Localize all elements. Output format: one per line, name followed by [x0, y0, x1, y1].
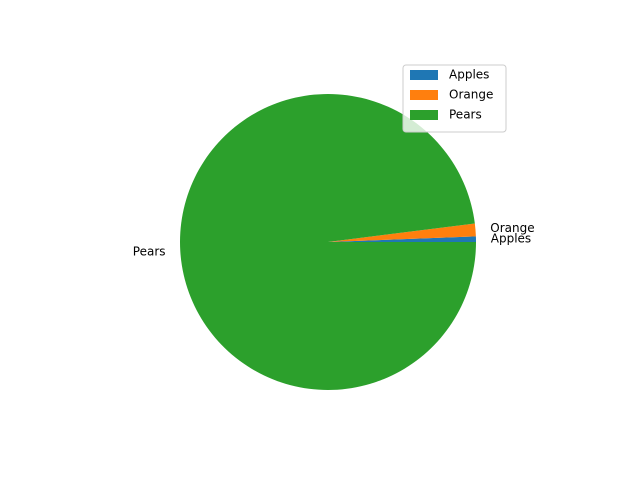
legend-label-orange: Orange: [449, 88, 493, 102]
slice-orange: [328, 223, 476, 242]
slice-label-orange: Orange: [490, 221, 534, 235]
legend-label-apples: Apples: [449, 68, 489, 82]
pie-slices: [180, 93, 476, 390]
legend: Apples Orange Pears: [402, 64, 507, 133]
legend-swatch-pears: [410, 110, 438, 120]
slice-label-apples: Apples: [491, 231, 531, 245]
legend-swatch-apples: [410, 70, 438, 80]
legend-items: Apples Orange Pears: [410, 68, 493, 122]
legend-label-pears: Pears: [449, 108, 482, 122]
slice-label-pears: Pears: [133, 245, 166, 259]
legend-swatch-orange: [410, 90, 438, 100]
slice-apples: [328, 236, 476, 242]
slice-pears: [180, 93, 476, 390]
